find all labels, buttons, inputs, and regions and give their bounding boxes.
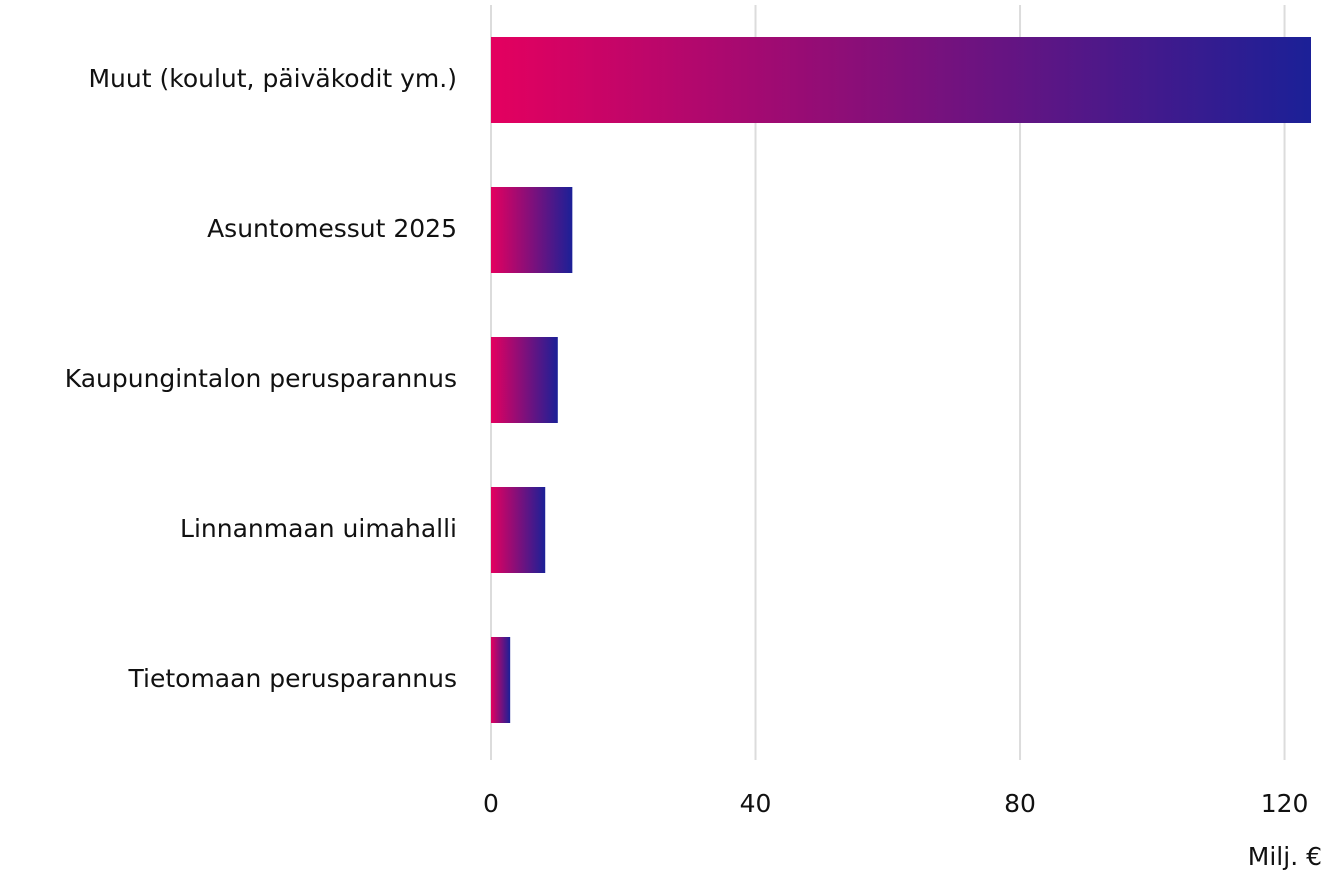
- bar: [491, 187, 573, 273]
- y-tick-label: Tietomaan perusparannus: [128, 664, 457, 693]
- y-tick-label: Linnanmaan uimahalli: [180, 514, 457, 543]
- x-axis-label: Milj. €: [1248, 842, 1322, 871]
- y-tick-label: Muut (koulut, päiväkodit ym.): [88, 64, 457, 93]
- x-tick-label: 40: [740, 789, 772, 818]
- y-tick-label: Asuntomessut 2025: [207, 214, 457, 243]
- x-tick-label: 120: [1261, 789, 1309, 818]
- bar: [491, 637, 511, 723]
- bar: [491, 37, 1311, 123]
- x-tick-label: 80: [1004, 789, 1036, 818]
- y-tick-label: Kaupungintalon perusparannus: [65, 364, 457, 393]
- x-tick-label: 0: [483, 789, 499, 818]
- bar: [491, 487, 546, 573]
- bar: [491, 337, 558, 423]
